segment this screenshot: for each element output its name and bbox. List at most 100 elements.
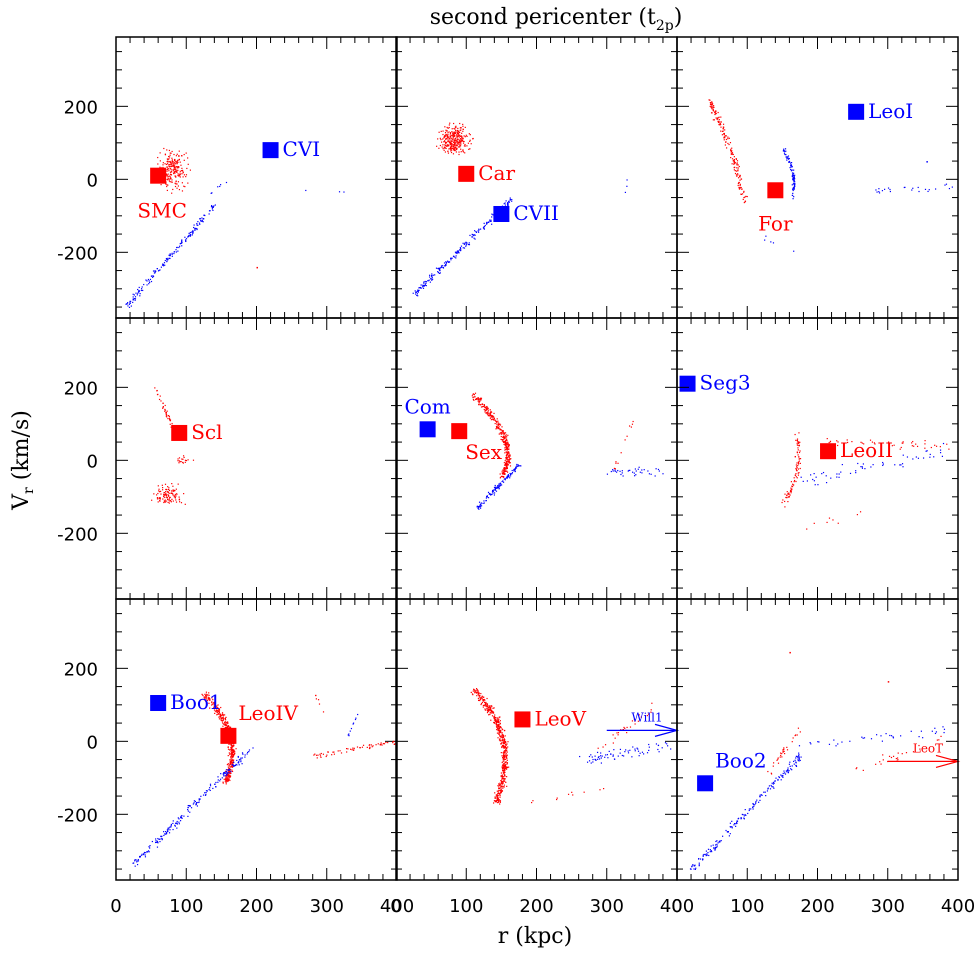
particle-point [796,755,798,758]
particle-point [799,462,801,464]
particle-point [635,470,637,472]
particle-point [491,493,493,496]
particle-point [620,452,622,454]
particle-point [337,750,339,752]
particle-point [632,471,634,473]
particle-point [486,413,489,415]
particle-point [929,456,931,458]
particle-point [171,192,173,194]
particle-point [604,744,607,746]
particle-point [506,462,508,464]
particle-point [501,782,503,784]
particle-point [506,442,508,444]
particle-point [167,179,169,181]
particle-point [493,486,496,489]
y-axis-label-main: V [9,493,34,511]
particle-point [229,759,231,761]
particle-point [414,293,417,295]
particle-point [741,193,744,195]
particle-point [499,803,501,805]
title-close: ) [674,5,683,30]
particle-point [475,689,477,691]
particle-point [460,140,462,142]
particle-point [505,766,508,769]
particle-point [503,775,506,777]
particle-point [502,744,504,747]
particle-point [455,148,458,150]
particle-point [917,186,919,189]
particle-point [180,815,182,818]
particle-point [446,126,448,129]
particle-point [460,249,462,252]
particle-point [450,135,452,138]
particle-point [183,185,185,187]
particle-point [736,821,738,824]
particle-point [171,171,173,173]
particle-point [230,744,232,746]
particle-point [472,396,474,399]
particle-point [777,778,779,781]
particle-point [145,852,147,854]
particle-point [440,266,442,269]
particle-point [177,159,179,161]
particle-point [777,757,779,759]
particle-point [462,242,464,244]
particle-point [646,752,649,754]
particle-point [473,399,475,401]
particle-point [424,280,426,283]
particle-point [231,769,233,771]
particle-point [733,163,735,165]
particle-point [631,720,634,722]
particle-point [487,497,490,499]
particle-point [190,807,193,809]
particle-point [218,713,220,715]
particle-point [752,808,754,810]
particle-point [702,859,704,861]
particle-point [505,742,507,744]
particle-point [419,287,421,289]
particle-point [501,761,503,764]
particle-point [443,265,445,267]
particle-point [381,744,383,746]
particle-point [501,785,503,787]
particle-point [393,740,395,743]
particle-point [184,461,186,463]
particle-point [489,219,491,221]
particle-point [503,779,505,781]
particle-point [217,713,219,715]
particle-point [178,155,180,157]
particle-point [772,762,775,764]
particle-point [494,419,496,421]
particle-point [882,464,884,467]
particle-point [795,480,797,483]
particle-point [711,105,713,107]
particle-point [881,190,884,192]
particle-point [211,704,213,706]
particle-point [793,484,795,486]
particle-point [731,152,734,154]
particle-point [787,769,789,771]
particle-point [504,449,506,451]
particle-point [213,703,215,705]
particle-point [176,167,178,169]
particle-point [738,188,741,190]
particle-point [431,273,433,275]
particle-point [477,690,479,692]
particle-point [487,710,489,713]
particle-point [156,840,159,842]
particle-point [172,489,174,491]
particle-point [442,148,444,150]
particle-point [731,150,733,152]
particle-point [495,720,497,722]
particle-point [897,752,899,754]
particle-point [716,118,718,120]
particle-point [229,752,231,754]
particle-point [215,709,218,711]
particle-point [489,705,491,707]
particle-point [166,410,168,412]
particle-point [167,177,169,179]
particle-point [912,751,915,753]
particle-point [434,274,436,276]
particle-point [480,697,482,699]
